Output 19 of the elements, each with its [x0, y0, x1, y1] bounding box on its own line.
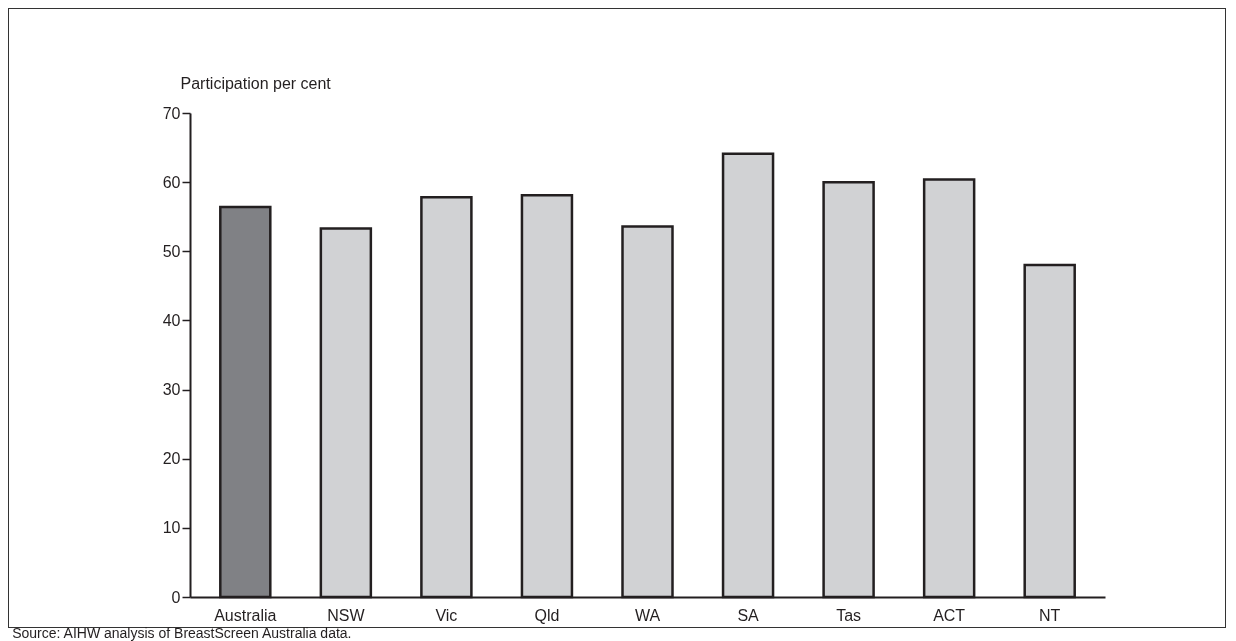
x-tick-label: NSW [327, 606, 366, 624]
x-tick-label: WA [634, 606, 661, 624]
y-tick-label: 60 [162, 173, 181, 191]
x-tick-label: ACT [933, 606, 966, 624]
y-tick-label: 20 [162, 450, 181, 468]
y-axis-title: Participation per cent [180, 74, 332, 92]
x-tick-label: Tas [836, 606, 862, 624]
x-tick-label: Vic [435, 606, 458, 624]
x-tick-label: NT [1039, 606, 1061, 624]
x-tick-label: Australia [214, 606, 277, 624]
x-tick-label: Qld [534, 606, 560, 624]
x-tick-label: SA [737, 606, 760, 624]
y-tick-label: 30 [162, 381, 181, 399]
y-tick-label: 50 [162, 242, 181, 260]
y-tick-label: 70 [162, 104, 181, 122]
y-tick-label: 40 [162, 311, 181, 329]
y-tick-label: 0 [171, 588, 181, 606]
y-tick-label: 10 [162, 519, 181, 537]
source-note: Source: AIHW analysis of BreastScreen Australia data. [12, 625, 352, 641]
